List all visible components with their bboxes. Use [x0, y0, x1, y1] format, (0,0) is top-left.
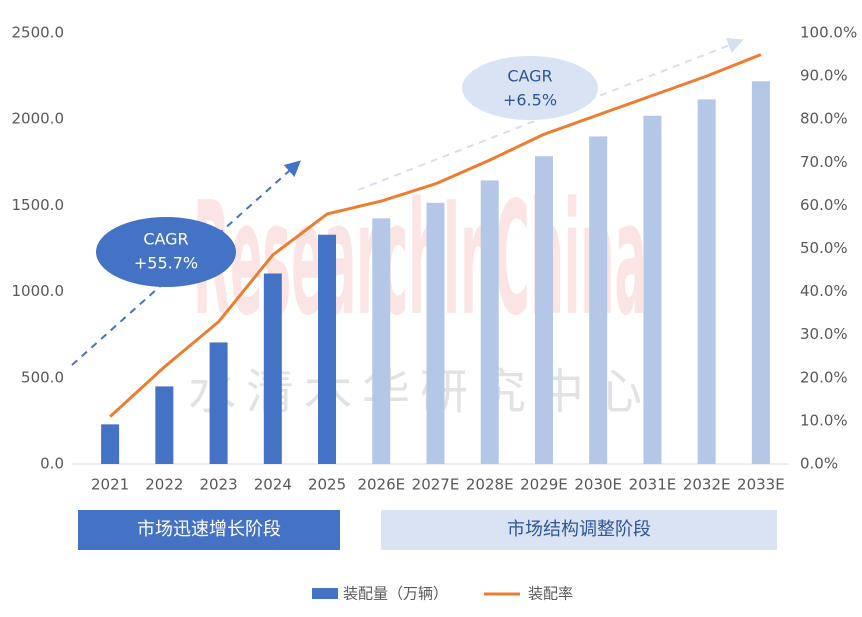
x-tick-label: 2022: [145, 476, 183, 494]
bar: [209, 342, 228, 464]
bar: [534, 156, 553, 465]
x-tick-label: 2025: [308, 476, 346, 494]
bar: [426, 202, 445, 464]
trend-arrow: [357, 37, 744, 191]
y2-tick-label: 10.0%: [800, 411, 848, 429]
phase-label: 市场结构调整阶段: [507, 519, 651, 540]
bar: [155, 386, 174, 464]
y-tick-label: 2000.0: [12, 110, 65, 128]
x-tick-label: 2027E: [412, 476, 460, 494]
bar: [643, 115, 662, 464]
x-tick-label: 2029E: [520, 476, 568, 494]
line: [109, 53, 762, 418]
bar: [697, 99, 716, 465]
x-tick-label: 2032E: [683, 476, 731, 494]
x-tick-label: 2024: [254, 476, 292, 494]
cagr-bubble: [462, 56, 598, 120]
x-tick-label: 2031E: [629, 476, 677, 494]
y2-tick-label: 30.0%: [800, 325, 848, 343]
annotation: CAGR: [507, 67, 552, 86]
y2-tick-label: 0.0%: [800, 455, 838, 473]
bar: [751, 81, 770, 464]
x-tick-label: 2023: [199, 476, 237, 494]
bar: [101, 424, 120, 464]
y2-tick-label: 90.0%: [800, 67, 848, 85]
legend-swatch: [312, 588, 338, 599]
y-tick-label: 2500.0: [12, 24, 65, 42]
x-tick-label: 2028E: [466, 476, 514, 494]
y2-tick-label: 40.0%: [800, 282, 848, 300]
phase-box: [381, 510, 777, 550]
y2-tick-label: 80.0%: [800, 110, 848, 128]
x-tick-label: 2021: [91, 476, 129, 494]
y2-tick-label: 20.0%: [800, 368, 848, 386]
bar: [372, 218, 391, 464]
annotation: +6.5%: [503, 91, 557, 110]
y-tick-label: 1000.0: [12, 282, 65, 300]
watermark: ResearchInChina 水清木华研究中心: [188, 170, 652, 420]
x-tick-label: 2033E: [737, 476, 785, 494]
legend-label: 装配率: [528, 585, 573, 603]
y2-tick-label: 60.0%: [800, 196, 848, 214]
annotation: CAGR: [143, 230, 188, 249]
bar: [480, 180, 499, 465]
y2-tick-label: 70.0%: [800, 153, 848, 171]
y-tick-label: 0.0: [40, 455, 64, 473]
y-tick-label: 500.0: [21, 368, 64, 386]
y-tick-label: 1500.0: [12, 196, 65, 214]
x-tick-label: 2030E: [574, 476, 622, 494]
y2-tick-label: 100.0%: [800, 24, 857, 42]
bar: [589, 136, 608, 464]
trend-arrow: [71, 160, 301, 366]
legend-label: 装配量（万辆）: [343, 585, 448, 603]
x-tick-label: 2026E: [357, 476, 405, 494]
phase-box: [78, 510, 340, 550]
watermark-text: 水清木华研究中心: [188, 364, 652, 420]
y2-tick-label: 50.0%: [800, 239, 848, 257]
cagr-bubble: [96, 217, 236, 287]
bar: [318, 234, 337, 464]
annotation: +55.7%: [134, 254, 198, 273]
bar: [263, 273, 282, 464]
phase-label: 市场迅速增长阶段: [137, 519, 281, 540]
